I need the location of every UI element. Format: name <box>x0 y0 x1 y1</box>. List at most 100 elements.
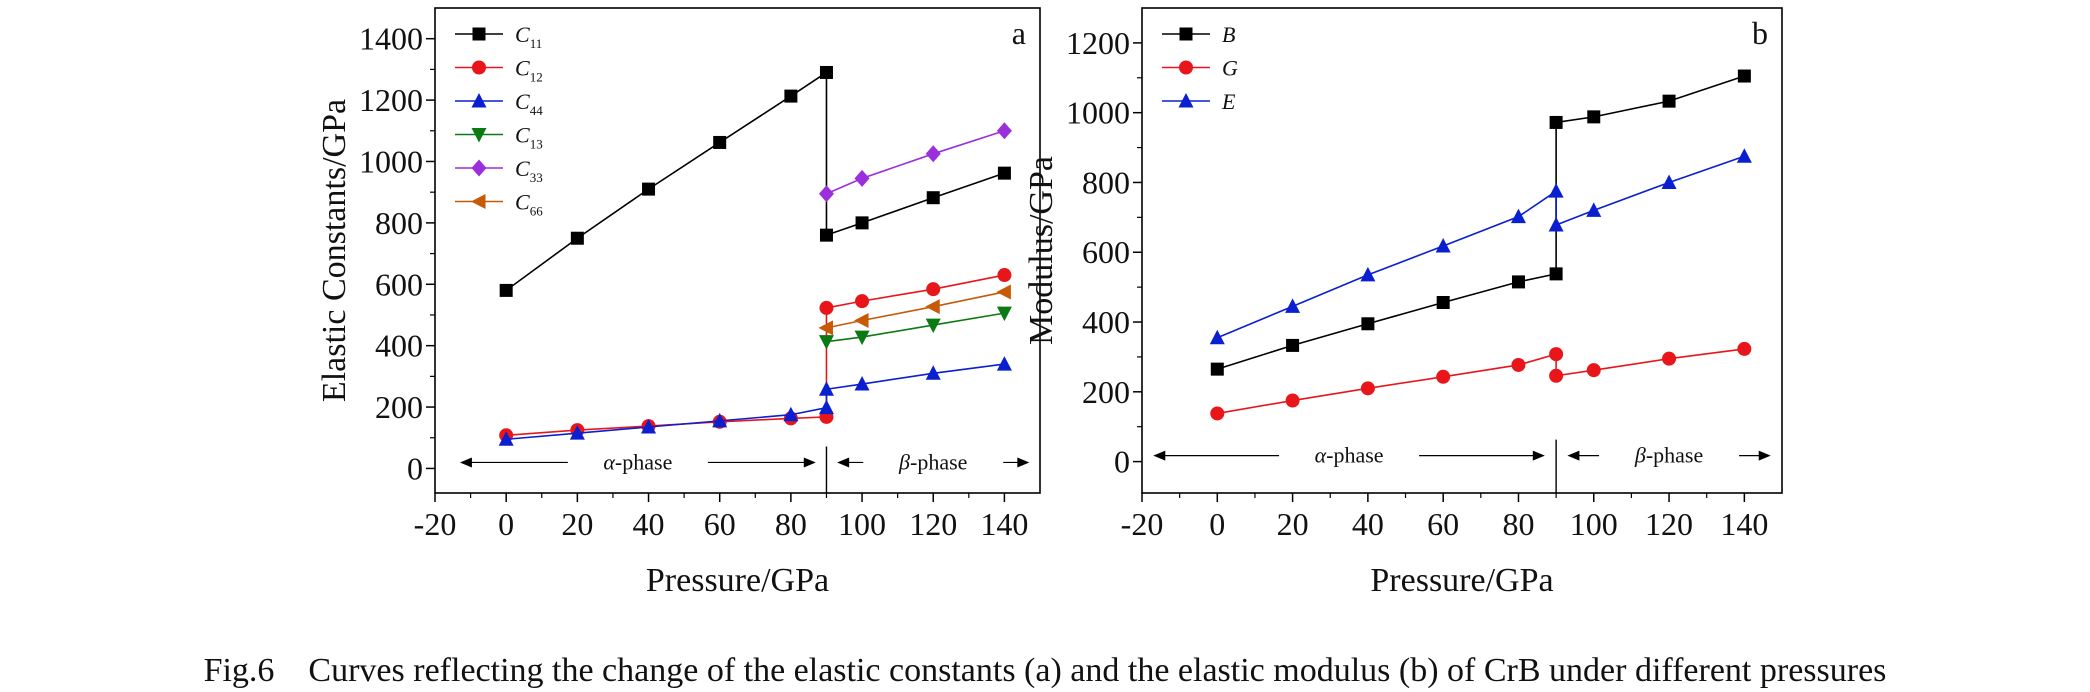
data-point <box>1286 338 1300 352</box>
data-point <box>819 65 833 79</box>
data-point <box>1435 237 1451 253</box>
phase-arrowhead <box>837 457 850 468</box>
series-c33 <box>818 122 1012 203</box>
series-line <box>826 312 1005 343</box>
data-point <box>1586 202 1602 217</box>
data-point <box>1662 94 1676 108</box>
data-point <box>819 228 833 242</box>
data-point <box>1210 362 1224 376</box>
x-tick-label: 0 <box>1209 506 1225 542</box>
data-point <box>1436 369 1451 384</box>
data-point <box>996 356 1012 371</box>
x-tick-label: 120 <box>1645 506 1693 542</box>
data-point <box>570 231 584 245</box>
series-c66 <box>818 284 1011 336</box>
x-tick-label: 0 <box>498 506 514 542</box>
data-point <box>712 412 728 428</box>
x-tick-label: 40 <box>633 506 665 542</box>
data-point <box>1662 351 1677 366</box>
data-point <box>499 283 513 297</box>
series-line <box>1216 190 1557 339</box>
series-line <box>505 71 827 292</box>
phase-arrowhead <box>803 457 816 468</box>
x-tick-label: 120 <box>909 506 957 542</box>
data-point <box>1736 148 1752 163</box>
y-tick-label: 600 <box>375 266 423 302</box>
phase-label: β-phase <box>1634 443 1703 468</box>
data-point <box>818 399 834 415</box>
phase-arrowhead <box>1017 457 1030 468</box>
data-point <box>1436 295 1450 309</box>
data-point <box>854 169 870 187</box>
legend-label: C12 <box>515 56 543 85</box>
data-point <box>818 335 834 350</box>
data-point <box>641 419 657 434</box>
series-line <box>826 130 1005 195</box>
data-point <box>926 191 940 205</box>
x-tick-label: -20 <box>1121 506 1164 542</box>
series-e <box>1209 148 1752 345</box>
data-point <box>819 300 834 315</box>
data-point <box>569 425 585 440</box>
x-tick-label: 80 <box>1502 506 1534 542</box>
legend-marker <box>1179 60 1193 75</box>
phase-arrowhead <box>459 457 472 468</box>
y-tick-label: 1000 <box>1066 95 1130 131</box>
data-point <box>1361 317 1375 331</box>
legend-marker <box>471 128 487 143</box>
legend-label: C44 <box>515 89 543 118</box>
data-point <box>925 145 941 163</box>
y-tick-label: 0 <box>407 450 423 486</box>
legend-marker <box>1178 93 1194 108</box>
data-point <box>855 294 870 309</box>
legend-label: C33 <box>515 156 543 185</box>
series-c44 <box>498 356 1012 446</box>
data-point <box>1737 341 1752 356</box>
data-point <box>1548 217 1564 232</box>
x-tick-label: 140 <box>1720 506 1768 542</box>
x-tick-label: 60 <box>704 506 736 542</box>
data-point <box>784 89 798 103</box>
x-tick-label: 20 <box>1277 506 1309 542</box>
series-b <box>1210 69 1751 376</box>
series-line <box>1556 348 1745 377</box>
plot-frame <box>1141 7 1783 494</box>
legend-label: G <box>1222 56 1238 81</box>
legend-marker <box>1179 27 1193 41</box>
data-point <box>1285 298 1301 313</box>
data-point <box>855 216 869 230</box>
data-point <box>1549 368 1564 383</box>
phase-arrowhead <box>1567 450 1580 461</box>
data-point <box>1737 69 1751 83</box>
data-point <box>1549 347 1564 362</box>
data-point <box>1549 267 1563 281</box>
x-axis-label: Pressure/GPa <box>646 562 829 599</box>
data-point <box>996 306 1012 322</box>
data-point <box>996 122 1012 140</box>
data-point <box>818 185 834 203</box>
phase-label: β-phase <box>898 449 967 474</box>
legend-label: C66 <box>515 190 543 219</box>
x-tick-label: 60 <box>1427 506 1459 542</box>
series-line <box>1556 75 1745 124</box>
data-point <box>925 318 941 334</box>
series-line <box>826 172 1005 236</box>
x-tick-label: 100 <box>838 506 886 542</box>
series-line <box>506 406 827 441</box>
data-point <box>854 376 870 391</box>
y-tick-label: 800 <box>1082 164 1130 200</box>
data-point <box>1360 381 1375 396</box>
x-tick-label: 80 <box>775 506 807 542</box>
series-c11 <box>499 65 1011 297</box>
y-tick-label: 1000 <box>359 143 423 179</box>
y-tick-label: 400 <box>375 328 423 364</box>
phase-arrowhead <box>1532 450 1545 461</box>
data-point <box>926 282 941 297</box>
legend-label: B <box>1222 22 1235 47</box>
data-point <box>1511 357 1526 372</box>
chart-panel-b: -20 0 20 40 60 80 100 120 140 0 200 400 600 800 1000 12… <box>1023 7 1783 599</box>
data-point <box>854 312 869 328</box>
legend-marker <box>471 194 486 209</box>
series-line <box>1217 353 1557 415</box>
data-point <box>1548 183 1564 198</box>
